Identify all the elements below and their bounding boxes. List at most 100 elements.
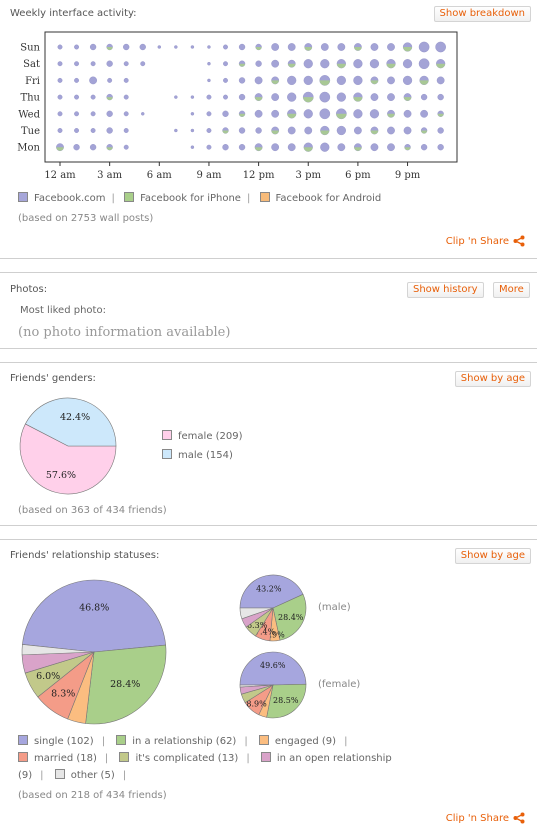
activity-bubble: [319, 108, 331, 120]
photo-empty-message: (no photo information available): [18, 325, 231, 340]
pie-label: 43.2%: [256, 585, 282, 594]
pie-label: 6.0%: [36, 671, 60, 682]
activity-bubble-iphone: [320, 130, 330, 135]
legend-label: it's complicated (13): [135, 753, 239, 764]
activity-bubble: [206, 111, 212, 117]
activity-bubble: [222, 144, 229, 151]
activity-bubble: [403, 109, 412, 118]
activity-chart: Sun Sat Fri Thu Wed Tue Mon 12 am 3 am 6 am 9 am 12…: [17, 31, 458, 181]
activity-bubble: [336, 75, 346, 86]
activity-bubble: [57, 94, 63, 100]
activity-bubble: [437, 93, 444, 101]
activity-bubble: [353, 109, 363, 119]
day-label: Tue: [21, 126, 40, 137]
day-label: Sun: [20, 43, 40, 54]
activity-bubble: [271, 43, 280, 51]
activity-bubble-iphone: [386, 63, 396, 69]
activity-bubble-iphone: [106, 97, 113, 101]
legend-swatch: [119, 752, 130, 762]
legend-label: married (18): [34, 753, 97, 764]
activity-bubble: [303, 75, 313, 86]
activity-note: (based on 2753 wall posts): [18, 213, 154, 224]
activity-bubble: [74, 111, 79, 117]
activity-bubble: [238, 144, 246, 151]
activity-bubble: [271, 59, 280, 68]
activity-bubble: [207, 78, 211, 83]
pie-label: 49.6%: [260, 661, 286, 670]
activity-bubble: [73, 144, 80, 151]
show-by-age-button-relationships[interactable]: Show by age: [454, 548, 531, 564]
relationship-pie-chart-female: 49.6% 28.5% 8.9%: [239, 651, 307, 719]
activity-bubble: [418, 41, 430, 53]
show-by-age-button-genders[interactable]: Show by age: [454, 371, 531, 387]
activity-bubble: [190, 95, 195, 99]
relationship-pie-chart-male: 43.2% 28.4% 4.9%7.4%6.3%: [239, 574, 307, 642]
activity-bubble: [337, 143, 346, 152]
pie-label: 6.3%: [247, 621, 268, 630]
activity-bubble: [57, 111, 63, 117]
day-label: Mon: [17, 143, 40, 154]
activity-bubble: [139, 43, 146, 51]
pie-label: 8.3%: [51, 689, 75, 700]
activity-bubble: [387, 143, 395, 152]
pie-slice: [239, 574, 304, 609]
activity-bubble: [337, 43, 346, 51]
activity-bubble: [123, 94, 129, 100]
activity-bubble-iphone: [303, 97, 314, 103]
activity-bubble: [336, 92, 346, 102]
pie-slice: [85, 644, 167, 725]
show-history-button[interactable]: Show history: [407, 282, 484, 298]
gender-pie-chart: 57.6% 42.4%: [19, 397, 117, 495]
activity-title: Weekly interface activity:: [10, 8, 137, 19]
hour-label: 9 pm: [395, 170, 421, 181]
clip-n-share-link-activity[interactable]: Clip 'n Share: [446, 235, 525, 247]
activity-bubble: [89, 43, 97, 51]
relationships-title: Friends' relationship statuses:: [10, 550, 160, 561]
legend-label: Facebook for Android: [275, 193, 382, 204]
activity-bubble: [420, 109, 428, 118]
activity-bubble: [174, 95, 178, 99]
legend-swatch: [259, 192, 270, 202]
legend-label: single (102): [34, 736, 94, 747]
gender-legend-male: male (154): [162, 449, 233, 461]
pie-label: 28.4%: [110, 679, 140, 690]
legend-item-facebook-android: Facebook for Android: [259, 192, 382, 204]
activity-bubble: [255, 60, 262, 67]
legend-label: in an open relationship: [276, 753, 392, 764]
pie-slice: [272, 593, 307, 641]
activity-bubble: [370, 93, 379, 101]
activity-bubble: [254, 76, 263, 85]
divider: [0, 272, 537, 273]
pie-slice: [266, 683, 307, 719]
legend-item-in-a-relationship: in a relationship (62): [116, 735, 236, 747]
activity-bubble: [89, 144, 97, 151]
pie-slice: [22, 579, 166, 653]
activity-bubble: [174, 45, 178, 49]
activity-bubble: [255, 127, 262, 134]
genders-note: (based on 363 of 434 friends): [18, 505, 167, 516]
genders-title: Friends' genders:: [10, 373, 96, 384]
pie-label: 42.4%: [60, 412, 90, 423]
activity-bubble: [123, 128, 129, 133]
legend-label: engaged (9): [274, 736, 337, 747]
legend-label: Facebook for iPhone: [140, 193, 241, 204]
activity-bubble: [207, 45, 211, 49]
photos-title: Photos:: [10, 284, 48, 295]
activity-bubble-iphone: [271, 80, 279, 85]
more-button[interactable]: More: [493, 282, 530, 298]
activity-bubble: [320, 142, 330, 152]
clip-n-share-link-relationships[interactable]: Clip 'n Share: [446, 812, 525, 824]
activity-bubble: [437, 127, 444, 134]
divider: [0, 362, 537, 363]
hour-label: 9 am: [196, 170, 222, 181]
activity-bubble: [74, 44, 79, 50]
show-breakdown-button[interactable]: Show breakdown: [433, 6, 531, 22]
hour-label: 3 pm: [296, 170, 322, 181]
legend-swatch: [54, 769, 65, 779]
legend-item-facebook-iphone: Facebook for iPhone: [124, 192, 241, 204]
activity-bubble-iphone: [437, 113, 444, 117]
relationship-legend-row-3: (9) | other (5) |: [18, 769, 127, 781]
activity-bubble: [354, 126, 362, 135]
pie-slice: [239, 607, 274, 620]
activity-bubble: [223, 61, 228, 67]
